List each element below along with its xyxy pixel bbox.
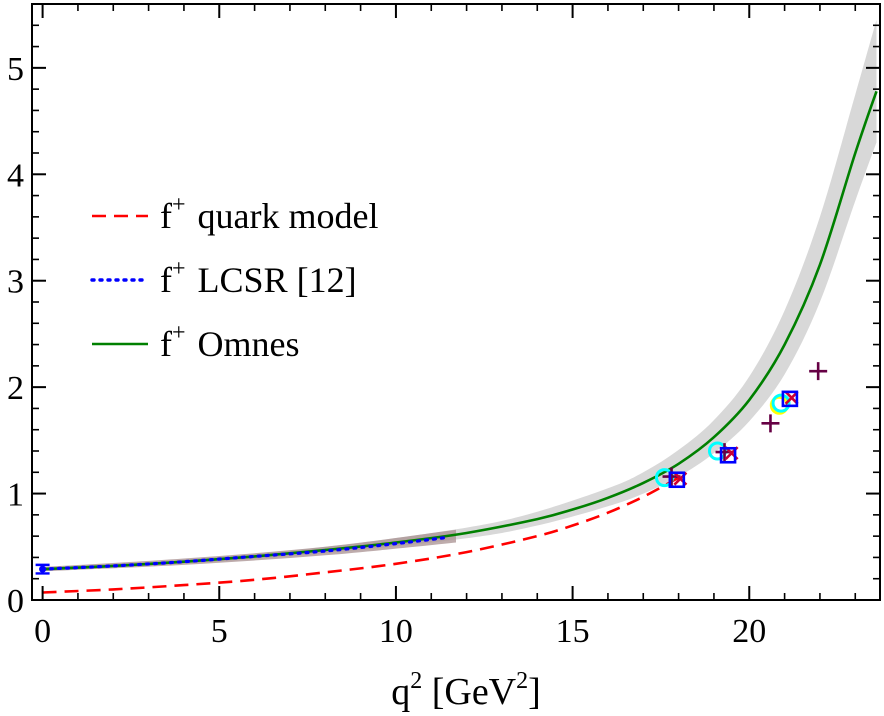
series-lcsr [41,535,451,571]
legend-label: f+ quark model [160,192,379,236]
series-lines [41,90,878,594]
point-circle [771,393,791,413]
y-tick-label: 1 [7,477,24,514]
x-tick-label: 5 [211,613,228,650]
x-tick-label: 20 [732,613,766,650]
point-square [719,446,737,464]
legend-label: f+ LCSR [12] [160,256,357,300]
x-tick-label: 15 [556,613,590,650]
point-plus [809,362,828,381]
point-errorbar-center [39,565,47,573]
y-tick-label: 3 [7,264,24,301]
y-tick-label: 2 [7,370,24,407]
data-points [35,362,828,575]
point-plus [761,414,780,433]
y-tick-label: 4 [7,157,24,194]
x-axis-title: q2 [GeV2] [391,668,541,713]
point-square [781,390,799,408]
axis-ticks: 0 5 10 15 20 0 1 2 3 4 5 [7,4,880,650]
point-square [668,471,686,489]
legend-label: f+ Omnes [160,320,300,364]
legend: f+ quark model f+ LCSR [12] f+ Omnes [90,192,379,364]
series-quark-model [42,476,680,594]
y-tick-label: 5 [7,51,24,88]
x-tick-label: 0 [34,613,51,650]
y-tick-label: 0 [7,583,24,620]
plot-frame [31,3,881,601]
x-tick-label: 10 [379,613,413,650]
